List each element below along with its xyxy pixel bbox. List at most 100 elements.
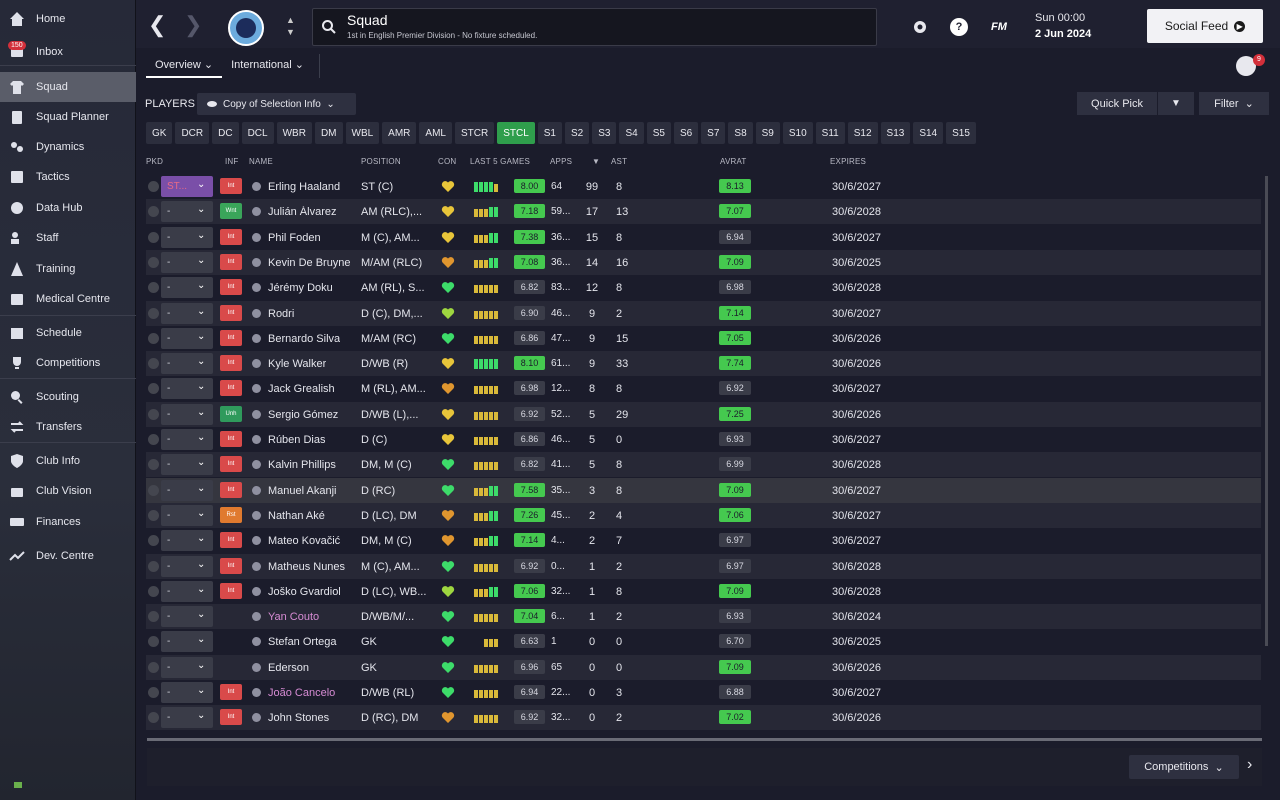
select-checkbox[interactable]: [148, 206, 159, 218]
player-name[interactable]: John Stones: [268, 712, 330, 725]
select-checkbox[interactable]: [148, 383, 159, 395]
col-name[interactable]: NAME: [249, 157, 273, 166]
picked-selector[interactable]: - ⌄: [161, 201, 213, 223]
select-checkbox[interactable]: [148, 181, 159, 192]
select-checkbox[interactable]: [148, 535, 159, 547]
tab-overview[interactable]: Overview ⌄: [146, 52, 223, 78]
position-filter-s3[interactable]: S3: [592, 122, 617, 144]
sidebar-item-data-hub[interactable]: Data Hub: [0, 194, 136, 222]
player-name[interactable]: Erling Haaland: [268, 181, 341, 193]
info-badge[interactable]: Int: [220, 532, 242, 549]
quick-pick-button[interactable]: Quick Pick: [1077, 92, 1157, 115]
select-checkbox[interactable]: [148, 661, 159, 673]
player-name[interactable]: Joško Gvardiol: [268, 585, 341, 598]
sidebar-item-squad[interactable]: Squad: [0, 72, 136, 102]
picked-selector[interactable]: - ⌄: [161, 656, 213, 678]
position-filter-amr[interactable]: AMR: [382, 122, 417, 144]
select-checkbox[interactable]: [148, 585, 159, 597]
player-name[interactable]: Ederson: [268, 661, 309, 674]
player-name[interactable]: Stefan Ortega: [268, 636, 337, 649]
player-name[interactable]: Nathan Aké: [268, 509, 325, 522]
table-row[interactable]: - ⌄ Ederson GK 6.96 65 0 0 7.09 30/6/2026: [146, 654, 1261, 680]
info-badge[interactable]: Int: [220, 431, 242, 447]
col-apps[interactable]: APPS: [550, 157, 573, 166]
picked-selector[interactable]: - ⌄: [161, 251, 213, 273]
vertical-scrollbar[interactable]: [1265, 176, 1268, 646]
position-filter-gk[interactable]: GK: [146, 122, 173, 144]
player-name[interactable]: Kevin De Bruyne: [268, 256, 351, 269]
select-checkbox[interactable]: [148, 408, 159, 420]
position-filter-s5[interactable]: S5: [646, 122, 671, 144]
picked-selector[interactable]: - ⌄: [161, 555, 213, 577]
select-checkbox[interactable]: [148, 484, 159, 496]
picked-selector[interactable]: - ⌄: [161, 353, 213, 375]
table-row[interactable]: - ⌄ Int Manuel Akanji D (RC) 7.58 35... 3 8 7.09 3…: [146, 477, 1261, 503]
picked-selector[interactable]: - ⌄: [161, 302, 213, 324]
updown-arrows-icon[interactable]: ▲ ▼: [286, 15, 295, 37]
info-badge[interactable]: Int: [220, 304, 242, 321]
help-icon[interactable]: ?: [950, 18, 968, 36]
select-checkbox[interactable]: [148, 509, 159, 521]
select-checkbox[interactable]: [148, 256, 159, 268]
info-badge[interactable]: Int: [220, 684, 242, 700]
position-filter-dc[interactable]: DC: [212, 122, 239, 144]
competitions-button[interactable]: Competitions ⌄: [1129, 755, 1239, 779]
info-badge[interactable]: Int: [220, 178, 242, 194]
position-filter-s15[interactable]: S15: [946, 122, 976, 144]
col-avrat[interactable]: AVRAT: [720, 157, 747, 166]
col-position[interactable]: POSITION: [361, 157, 401, 166]
player-name[interactable]: João Cancelo: [268, 687, 336, 699]
sidebar-item-competitions[interactable]: Competitions: [0, 349, 136, 377]
player-name[interactable]: Manuel Akanji: [268, 484, 337, 497]
sidebar-item-training[interactable]: Training: [0, 255, 136, 283]
select-checkbox[interactable]: [148, 231, 159, 243]
table-row[interactable]: - ⌄ Unh Sergio Gómez D/WB (L),... 6.92 52... 5 2…: [146, 401, 1261, 427]
position-filter-s14[interactable]: S14: [913, 122, 944, 144]
social-feed-button[interactable]: Social Feed ▶: [1147, 9, 1263, 43]
picked-selector[interactable]: - ⌄: [161, 454, 213, 476]
position-filter-aml[interactable]: AML: [419, 122, 452, 144]
picked-selector[interactable]: ST... ⌄: [161, 176, 213, 197]
player-name[interactable]: Jérémy Doku: [268, 282, 333, 295]
select-checkbox[interactable]: [148, 332, 159, 344]
select-checkbox[interactable]: [148, 687, 159, 698]
sidebar-item-home[interactable]: Home: [0, 5, 136, 33]
position-filter-s10[interactable]: S10: [782, 122, 813, 144]
picked-selector[interactable]: - ⌄: [161, 682, 213, 703]
sidebar-item-scouting[interactable]: Scouting: [0, 383, 136, 411]
table-row[interactable]: ST... ⌄ Int Erling Haaland ST (C) 8.00 64 99 8 8.…: [146, 174, 1261, 199]
info-badge[interactable]: Int: [220, 557, 242, 574]
forward-arrow-icon[interactable]: ❯: [184, 12, 203, 37]
table-row[interactable]: - ⌄ Yan Couto D/WB/M/... 7.04 6... 1 2 6.93 30/6/…: [146, 604, 1261, 630]
picked-selector[interactable]: - ⌄: [161, 580, 213, 602]
position-filter-s6[interactable]: S6: [673, 122, 699, 144]
table-row[interactable]: - ⌄ Rst Nathan Aké D (LC), DM 7.26 45... 2 4 7.06…: [146, 502, 1261, 528]
fm-logo[interactable]: FM: [991, 21, 1007, 33]
player-name[interactable]: Matheus Nunes: [268, 560, 346, 573]
sidebar-item-squad-planner[interactable]: Squad Planner: [0, 103, 136, 131]
position-filter-stcr[interactable]: STCR: [454, 122, 495, 144]
info-badge[interactable]: Int: [220, 329, 242, 346]
sidebar-item-tactics[interactable]: Tactics: [0, 163, 136, 191]
info-badge[interactable]: Int: [220, 582, 242, 599]
player-name[interactable]: Kyle Walker: [268, 358, 327, 371]
info-badge[interactable]: Int: [220, 709, 242, 726]
sidebar-item-schedule[interactable]: Schedule: [0, 319, 136, 347]
info-badge[interactable]: Int: [220, 228, 242, 245]
table-row[interactable]: - ⌄ Int Rúben Dias D (C) 6.86 46... 5 0 6.93 30/6/…: [146, 427, 1261, 452]
sidebar-item-dev-centre[interactable]: Dev. Centre: [0, 542, 136, 570]
table-row[interactable]: - ⌄ Int Phil Foden M (C), AM... 7.38 36... 15 8 6…: [146, 225, 1261, 250]
picked-selector[interactable]: - ⌄: [161, 403, 213, 425]
position-filter-s9[interactable]: S9: [755, 122, 780, 144]
table-row[interactable]: - ⌄ Int Jack Grealish M (RL), AM... 6.98 12...…: [146, 376, 1261, 401]
position-filter-s12[interactable]: S12: [847, 122, 878, 144]
info-badge[interactable]: Int: [220, 279, 242, 296]
position-filter-s8[interactable]: S8: [728, 122, 753, 144]
picked-selector[interactable]: - ⌄: [161, 707, 213, 729]
picked-selector[interactable]: - ⌄: [161, 378, 213, 400]
select-checkbox[interactable]: [148, 459, 159, 471]
people-icon[interactable]: [1236, 56, 1256, 76]
select-checkbox[interactable]: [148, 712, 159, 724]
picked-selector[interactable]: - ⌄: [161, 530, 213, 552]
filter-button[interactable]: Filter ⌄: [1199, 92, 1269, 115]
